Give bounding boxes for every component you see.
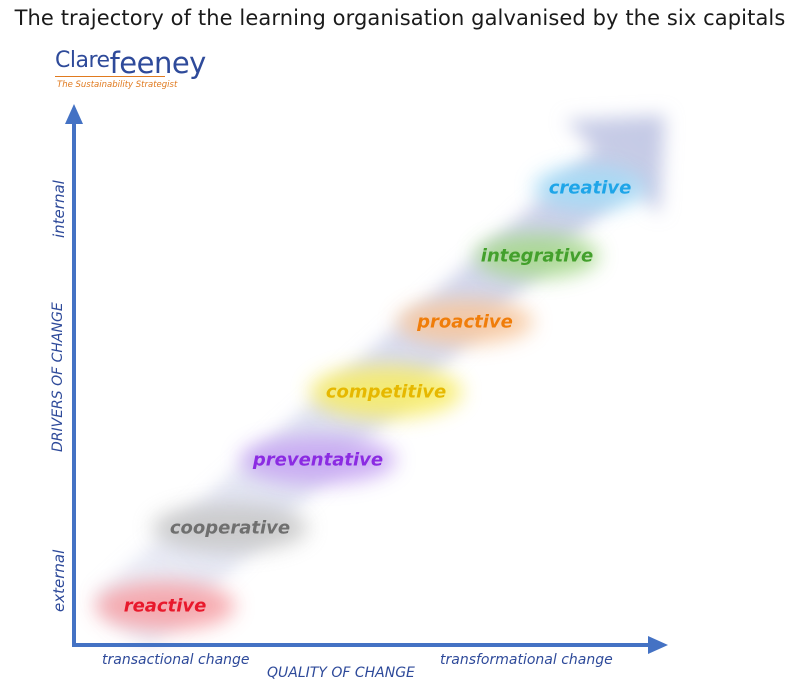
logo-name-clare: Clare <box>55 48 110 73</box>
y-axis-title: DRIVERS OF CHANGE <box>50 302 66 452</box>
x-axis-right-label: transformational change <box>440 652 613 668</box>
stage-label-proactive: proactive <box>417 311 513 333</box>
y-axis-bottom-label: external <box>50 549 68 612</box>
y-axis-top-label: internal <box>50 180 68 238</box>
logo-name: Clarefeeney <box>55 46 206 78</box>
x-axis-title: QUALITY OF CHANGE <box>267 665 415 681</box>
stage-glow-proactive <box>397 300 533 344</box>
stage-glow-competitive <box>310 366 462 418</box>
stage-label-competitive: competitive <box>325 381 447 403</box>
stage-glow-cooperative <box>152 504 308 552</box>
logo-rule <box>55 76 165 77</box>
y-axis-arrowhead <box>65 104 83 124</box>
stage-glow-creative <box>534 166 646 210</box>
stage-label-integrative: integrative <box>480 245 594 267</box>
stage-glow-reactive <box>95 582 235 630</box>
stage-glow-integrative <box>475 234 599 278</box>
logo: Clarefeeney The Sustainability Strategis… <box>55 46 206 90</box>
stage-label-preventative: preventative <box>252 449 384 471</box>
logo-tagline: The Sustainability Strategist <box>57 80 178 90</box>
axes <box>65 104 668 654</box>
stage-label-cooperative: cooperative <box>169 517 291 539</box>
page-title: The trajectory of the learning organisat… <box>14 6 786 30</box>
x-axis-left-label: transactional change <box>102 652 250 668</box>
stage-glow-preventative <box>240 436 396 484</box>
stage-label-reactive: reactive <box>123 595 207 617</box>
stage-glows <box>95 166 646 630</box>
stage-label-creative: creative <box>548 177 632 199</box>
x-axis-arrowhead <box>648 636 668 654</box>
logo-name-feeney: feeney <box>109 46 207 80</box>
